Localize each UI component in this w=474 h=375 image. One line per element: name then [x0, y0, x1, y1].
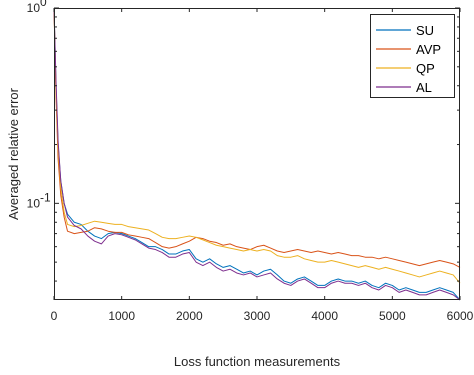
y-tick-label: 10 — [27, 196, 41, 210]
x-tick-label: 4000 — [311, 309, 338, 323]
x-axis-ticks: 0 1000 2000 3000 4000 5000 6000 — [51, 8, 474, 323]
x-tick-label: 1000 — [108, 309, 135, 323]
legend-label-al: AL — [416, 80, 432, 95]
y-tick-label-exponent: -1 — [40, 190, 51, 204]
y-axis-label: Averaged relative error — [6, 87, 21, 220]
legend-label-avp: AVP — [416, 42, 441, 57]
series-layer — [53, 7, 461, 301]
legend-box — [370, 14, 455, 98]
x-tick-label: 6000 — [447, 309, 474, 323]
x-tick-label: 5000 — [379, 309, 406, 323]
x-tick-label: 0 — [51, 309, 58, 323]
legend: SU AVP QP AL — [370, 14, 455, 98]
x-tick-label: 2000 — [176, 309, 203, 323]
y-tick-label-exponent: 0 — [40, 0, 47, 9]
series-line-su — [53, 7, 461, 301]
series-line-al — [53, 7, 461, 301]
legend-items: SU AVP QP AL — [376, 23, 441, 95]
x-axis-label: Loss function measurements — [174, 354, 341, 369]
x-tick-label: 3000 — [244, 309, 271, 323]
y-tick-label: 10 — [27, 1, 41, 15]
legend-label-qp: QP — [416, 61, 435, 76]
legend-label-su: SU — [416, 23, 434, 38]
series-line-avp — [53, 7, 461, 268]
series-line-qp — [53, 7, 461, 284]
